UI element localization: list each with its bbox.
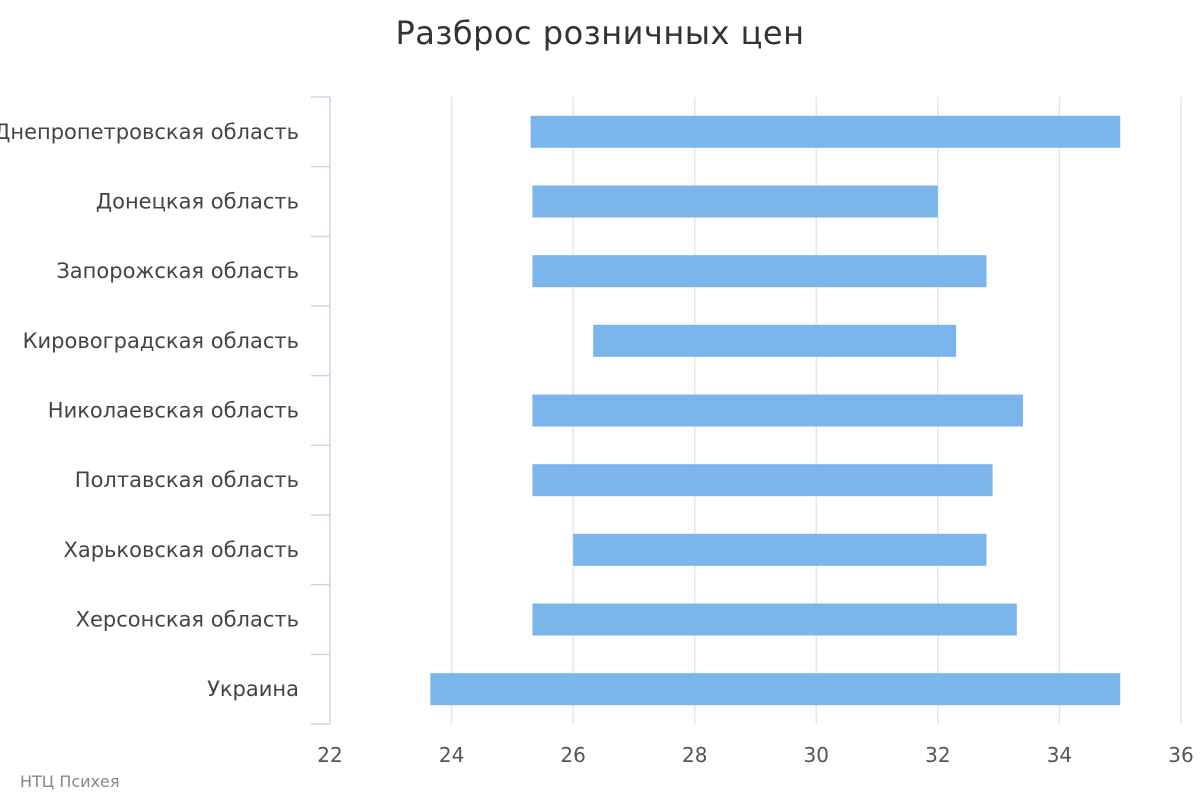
range-bar [532,255,987,288]
x-tick-label: 28 [682,743,707,767]
category-labels: Днепропетровская область Донецкая область… [0,120,299,701]
x-tick-label: 24 [439,743,464,767]
x-tick-labels: 22 24 26 28 30 32 34 36 [317,743,1193,767]
x-tick-label: 26 [560,743,585,767]
category-label: Николаевская область [48,399,299,423]
range-bar [430,673,1121,706]
range-bar [593,324,957,357]
bars [430,115,1121,706]
x-tick-label: 22 [317,743,342,767]
range-bar [530,115,1121,148]
category-axis [311,96,331,725]
range-bar [573,533,987,566]
category-label: Запорожская область [56,259,299,283]
category-label: Донецкая область [96,190,299,214]
category-label: Украина [207,677,299,701]
category-label: Херсонская область [76,608,299,632]
x-tick-label: 30 [804,743,829,767]
category-label: Кировоградская область [23,329,299,353]
category-label: Днепропетровская область [0,120,299,144]
category-label: Харьковская область [63,538,299,562]
x-tick-label: 36 [1168,743,1193,767]
category-label: Полтавская область [75,468,299,492]
credit-text: НТЦ Психея [20,772,120,791]
range-bar [532,603,1017,636]
range-bar [532,394,1023,427]
x-tick-label: 34 [1047,743,1072,767]
x-tick-label: 32 [925,743,950,767]
range-bar [532,464,993,497]
chart-title: Разброс розничных цен [395,14,805,52]
range-bar [532,185,938,218]
